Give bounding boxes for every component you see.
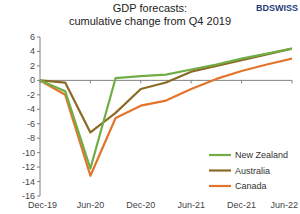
y-tick — [37, 196, 40, 197]
legend-swatch — [209, 154, 231, 156]
y-tick — [37, 65, 40, 66]
x-tick-label: Dec-20 — [126, 200, 155, 210]
y-tick-label: 2 — [30, 61, 35, 71]
x-tick-label: Dec-21 — [227, 200, 256, 210]
y-tick-label: -4 — [27, 104, 35, 114]
y-tick-label: -14 — [22, 177, 35, 187]
y-tick-label: -10 — [22, 148, 35, 158]
y-tick — [37, 51, 40, 52]
series-line — [40, 59, 292, 176]
y-tick-label: -8 — [27, 133, 35, 143]
y-tick — [37, 181, 40, 182]
legend-swatch — [209, 169, 231, 171]
title: GDP forecasts: — [113, 2, 187, 14]
x-tick — [191, 80, 192, 83]
x-tick — [140, 80, 141, 83]
y-tick — [37, 37, 40, 38]
y-axis — [40, 37, 41, 196]
series-line — [40, 49, 292, 169]
y-tick-label: -6 — [27, 119, 35, 129]
legend-label: Australia — [235, 166, 270, 176]
y-tick — [37, 167, 40, 168]
legend-label: New Zealand — [235, 150, 288, 160]
y-tick — [37, 138, 40, 139]
x-tick-label: Jun-21 — [177, 200, 205, 210]
chart: GDP forecasts:cumulative change from Q4 … — [0, 0, 300, 214]
plot-area — [40, 49, 292, 176]
legend-label: Canada — [235, 181, 267, 191]
logo-text: BDSWISS — [256, 3, 298, 13]
y-tick-label: 6 — [30, 32, 35, 42]
x-tick-label: Jun-20 — [77, 200, 105, 210]
x-tick — [241, 80, 242, 83]
y-tick — [37, 109, 40, 110]
y-tick-label: -2 — [27, 90, 35, 100]
subtitle: cumulative change from Q4 2019 — [69, 15, 231, 27]
x-axis — [40, 80, 292, 81]
legend-swatch — [209, 185, 231, 187]
x-tick-label: Dec-19 — [28, 200, 57, 210]
y-tick-label: 0 — [30, 75, 35, 85]
y-tick — [37, 123, 40, 124]
x-tick-label: Jun-22 — [270, 200, 298, 210]
y-tick-label: 4 — [30, 46, 35, 56]
y-tick — [37, 152, 40, 153]
x-tick — [90, 80, 91, 83]
x-tick — [292, 80, 293, 83]
y-tick-label: -12 — [22, 162, 35, 172]
series-line — [40, 49, 292, 133]
y-tick — [37, 94, 40, 95]
